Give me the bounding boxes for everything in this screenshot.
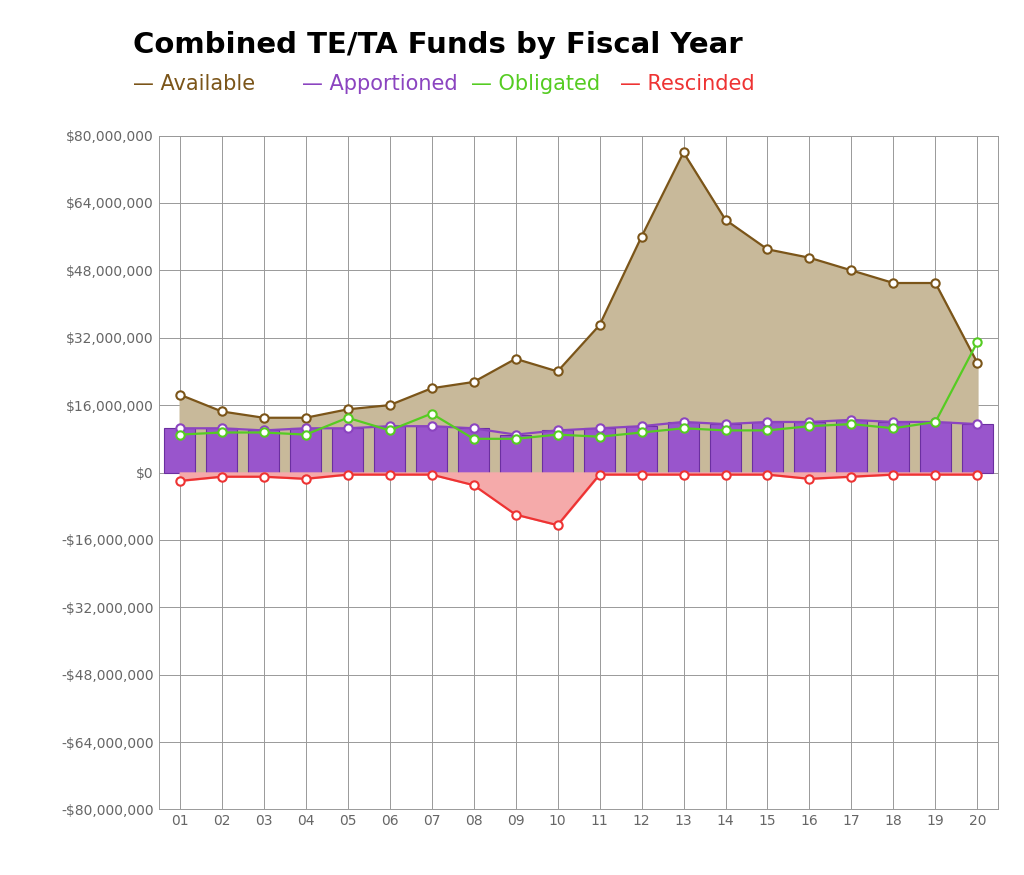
Bar bbox=[878, 422, 909, 473]
Bar bbox=[794, 422, 825, 473]
Bar bbox=[626, 426, 657, 473]
Bar bbox=[290, 428, 322, 473]
Bar bbox=[752, 422, 783, 473]
Bar bbox=[458, 428, 489, 473]
Bar bbox=[584, 428, 615, 473]
Bar bbox=[710, 424, 741, 473]
Bar bbox=[206, 428, 238, 473]
Text: — Apportioned: — Apportioned bbox=[302, 74, 458, 94]
Text: Combined TE/TA Funds by Fiscal Year: Combined TE/TA Funds by Fiscal Year bbox=[133, 31, 742, 59]
Text: — Available: — Available bbox=[133, 74, 255, 94]
Text: — Obligated: — Obligated bbox=[471, 74, 600, 94]
Text: — Rescinded: — Rescinded bbox=[620, 74, 754, 94]
Bar bbox=[332, 428, 364, 473]
Bar bbox=[248, 430, 280, 473]
Bar bbox=[668, 422, 699, 473]
Bar bbox=[962, 424, 993, 473]
Bar bbox=[920, 422, 951, 473]
Bar bbox=[500, 435, 531, 473]
Bar bbox=[836, 420, 867, 473]
Bar bbox=[416, 426, 447, 473]
Bar bbox=[374, 426, 406, 473]
Bar bbox=[164, 428, 196, 473]
Bar bbox=[542, 430, 573, 473]
